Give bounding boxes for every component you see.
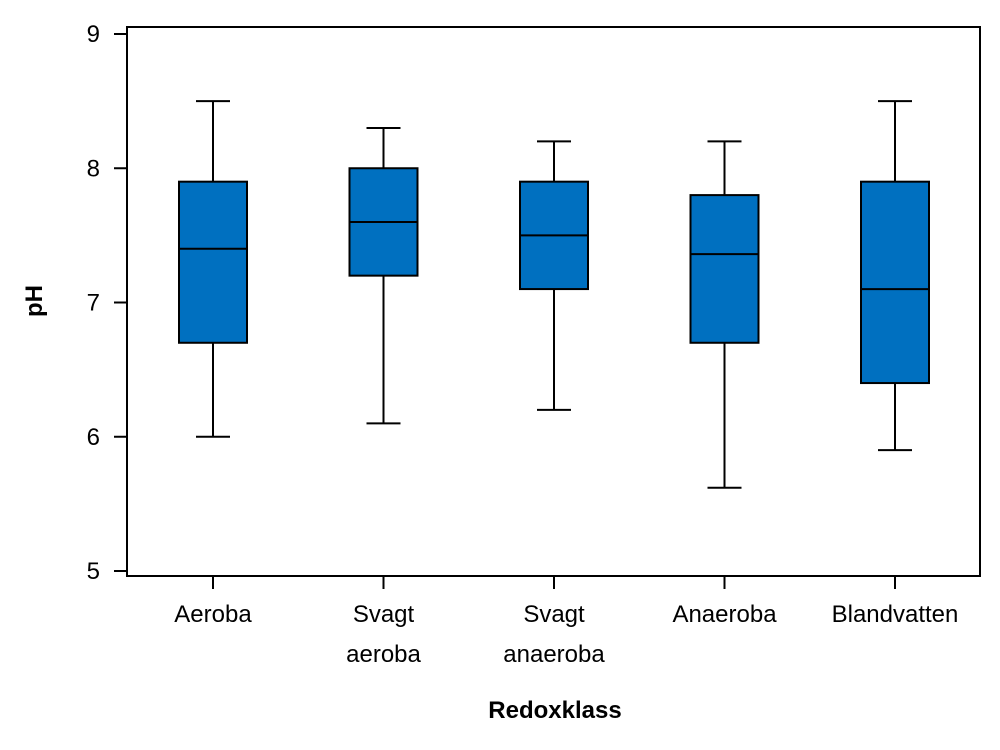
x-tick-label-line: Svagt <box>353 601 415 628</box>
x-tick-label: Aeroba <box>174 601 252 628</box>
x-tick-label-line: aeroba <box>346 641 421 668</box>
iqr-box <box>689 194 760 344</box>
x-tick-label-line: anaeroba <box>503 641 605 668</box>
x-tick-label-line: Anaeroba <box>672 601 777 628</box>
x-tick-label-line: Svagt <box>523 601 585 628</box>
x-tick-label: Blandvatten <box>832 601 959 628</box>
x-axis-ticks <box>212 576 896 589</box>
x-tick-label-line: Aeroba <box>174 601 252 628</box>
iqr-box <box>860 180 930 385</box>
y-tick-label: 6 <box>87 424 100 451</box>
y-axis-title: pH <box>21 285 48 317</box>
x-axis-tick-labels: Aeroba Svagt aeroba Svagt anaeroba Anaeroba Bl… <box>174 601 958 668</box>
y-tick-label: 7 <box>87 290 100 317</box>
x-axis-title: Redoxklass <box>488 697 621 724</box>
box-5 <box>860 100 930 452</box>
box-1 <box>178 100 248 438</box>
y-axis-ticks: 5 6 7 8 9 <box>87 21 127 585</box>
box-2 <box>348 126 419 425</box>
box-3 <box>519 140 589 411</box>
box-4 <box>689 140 760 489</box>
y-tick-label: 8 <box>87 155 100 182</box>
x-tick-label: Anaeroba <box>672 601 777 628</box>
x-tick-label-line: Blandvatten <box>832 601 959 628</box>
iqr-box <box>178 180 248 344</box>
y-tick-label: 5 <box>87 558 100 585</box>
y-tick-label: 9 <box>87 21 100 48</box>
box-series <box>178 100 930 489</box>
x-tick-label: Svagt anaeroba <box>503 601 605 668</box>
x-tick-label: Svagt aeroba <box>346 601 421 668</box>
